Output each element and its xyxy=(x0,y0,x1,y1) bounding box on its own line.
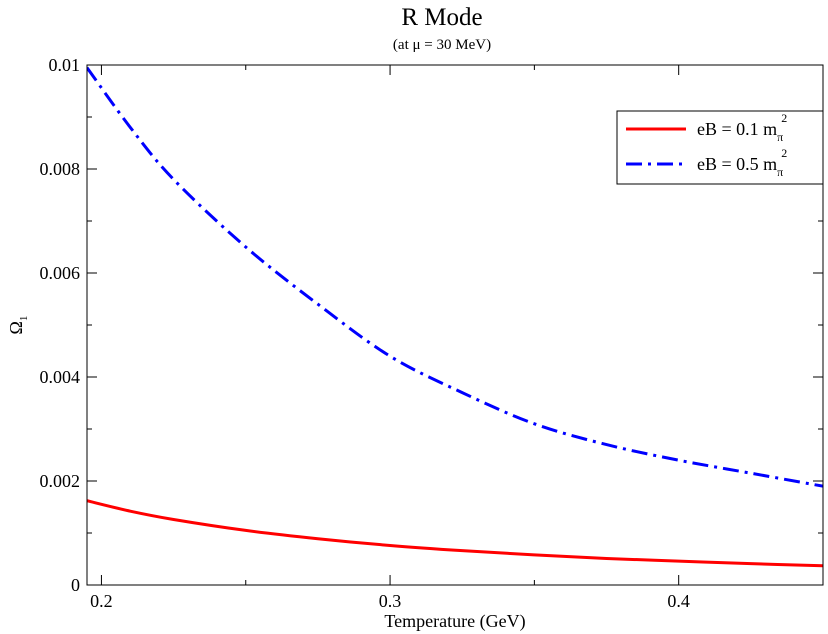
chart-subtitle: (at μ = 30 MeV) xyxy=(393,37,491,53)
svg-text:Ω1: Ω1 xyxy=(6,316,30,335)
x-tick-label: 0.4 xyxy=(667,591,690,611)
plot-frame xyxy=(86,64,824,586)
legend-label-text: eB = 0.1 m xyxy=(697,119,777,139)
y-tick-label: 0 xyxy=(71,575,80,595)
series-line-1 xyxy=(87,499,823,568)
legend-label-1: eB = 0.1 mπ 2 xyxy=(697,111,787,144)
y-tick-label: 0.008 xyxy=(40,159,81,179)
chart-title: R Mode xyxy=(401,4,482,31)
series-line-2 xyxy=(87,66,823,488)
legend-label-2: eB = 0.5 mπ 2 xyxy=(697,146,787,179)
y-tick-label: 0.01 xyxy=(49,55,81,75)
x-tick-label: 0.2 xyxy=(90,591,113,611)
y-axis-label: Ω1 xyxy=(6,316,30,335)
legend-label-sub: π xyxy=(777,130,783,144)
legend-label-text: eB = 0.5 m xyxy=(697,154,777,174)
x-tick-label: 0.3 xyxy=(379,591,402,611)
y-tick-label: 0.006 xyxy=(40,263,81,283)
y-axis-label-main: Ω xyxy=(6,321,26,334)
legend-label-sup: 2 xyxy=(781,146,787,160)
x-axis-label: Temperature (GeV) xyxy=(384,611,525,632)
legend-label-sub: π xyxy=(777,165,783,179)
y-tick-label: 0.004 xyxy=(40,367,81,387)
y-axis-label-sub: 1 xyxy=(18,316,30,322)
y-tick-label: 0.002 xyxy=(40,471,81,491)
legend-label-sup: 2 xyxy=(781,111,787,125)
legend-box xyxy=(616,110,824,185)
